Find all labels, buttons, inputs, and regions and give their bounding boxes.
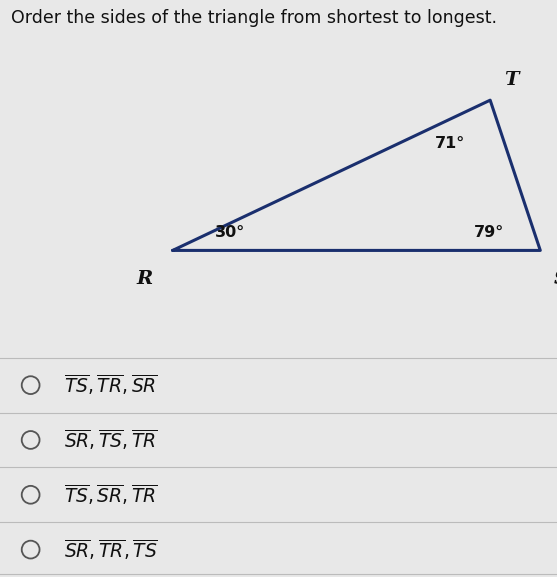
Text: 30°: 30° (214, 224, 245, 239)
Text: $\overline{\mathit{TS}},\overline{\mathit{TR}},\overline{\mathit{SR}}$: $\overline{\mathit{TS}},\overline{\mathi… (64, 373, 158, 398)
Text: S: S (554, 270, 557, 288)
Text: $\overline{\mathit{SR}},\overline{\mathit{TS}},\overline{\mathit{TR}}$: $\overline{\mathit{SR}},\overline{\mathi… (64, 428, 158, 452)
Text: $\overline{\mathit{SR}},\overline{\mathit{TR}},\overline{\mathit{TS}}$: $\overline{\mathit{SR}},\overline{\mathi… (64, 537, 158, 562)
Text: 79°: 79° (473, 224, 504, 239)
Text: R: R (137, 270, 153, 288)
Text: T: T (504, 72, 519, 89)
Text: $\overline{\mathit{TS}},\overline{\mathit{SR}},\overline{\mathit{TR}}$: $\overline{\mathit{TS}},\overline{\mathi… (64, 482, 158, 507)
Text: 71°: 71° (434, 136, 465, 151)
Text: Order the sides of the triangle from shortest to longest.: Order the sides of the triangle from sho… (11, 9, 497, 27)
